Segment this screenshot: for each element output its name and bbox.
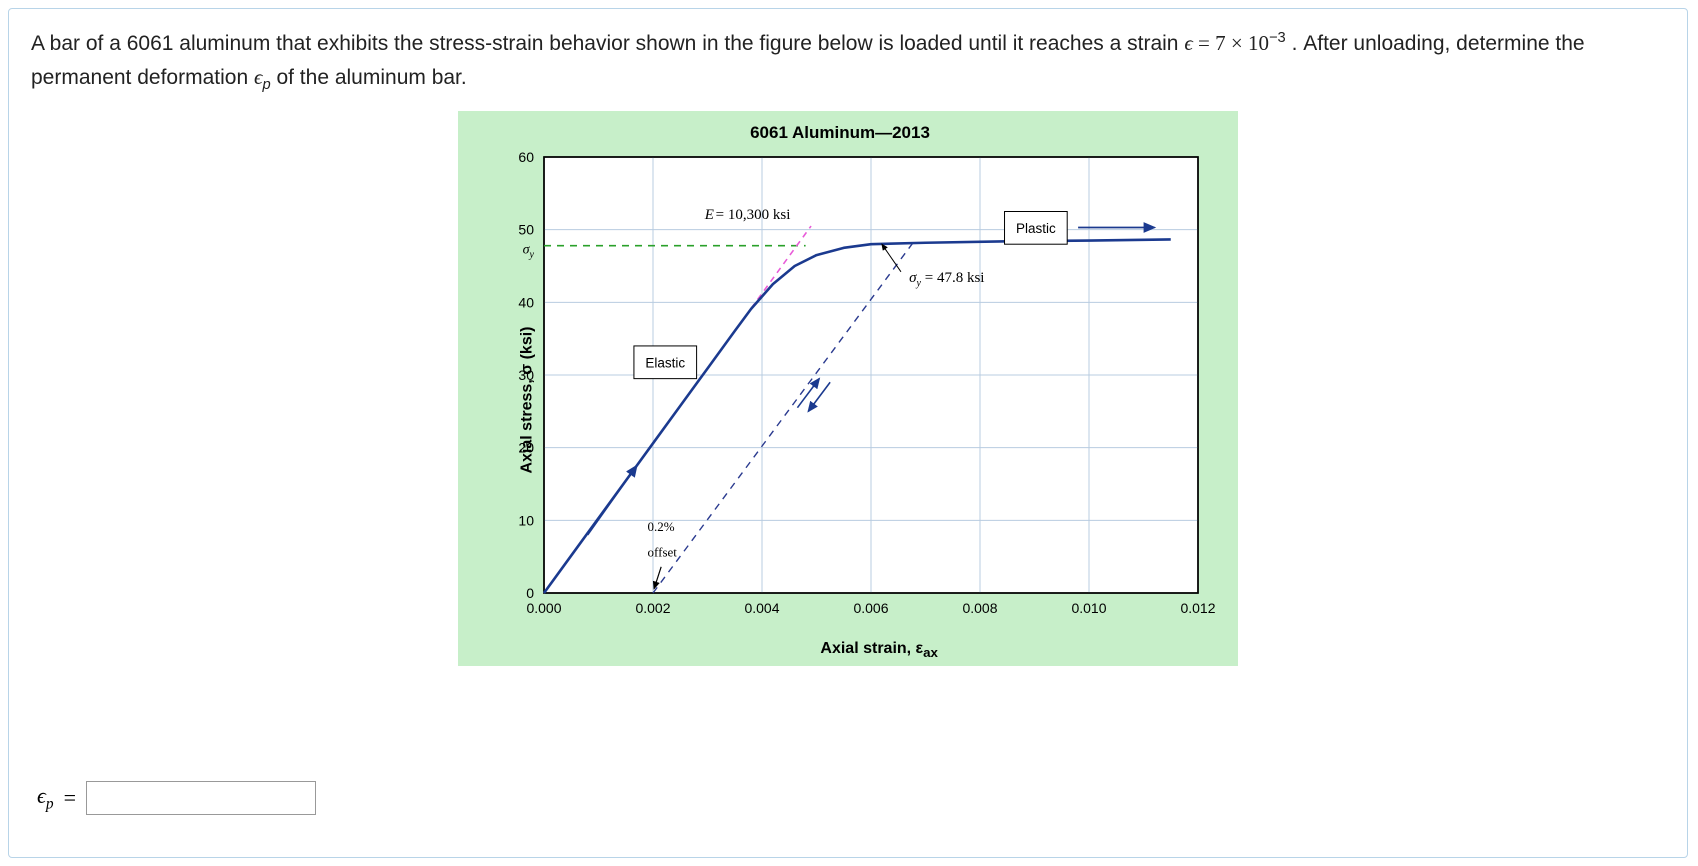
svg-text:Plastic: Plastic <box>1016 221 1056 236</box>
answer-eps-sym: ϵ <box>37 783 46 808</box>
answer-row: ϵp = <box>37 781 316 815</box>
chart-bg: 6061 Aluminum—2013 Axial stress, σ (ksi)… <box>458 111 1238 666</box>
svg-text:40: 40 <box>518 295 534 311</box>
svg-text:offset: offset <box>648 545 678 560</box>
q-7: 7 <box>1215 31 1226 55</box>
svg-text:0.2%: 0.2% <box>648 520 675 535</box>
chart-container: 6061 Aluminum—2013 Axial stress, σ (ksi)… <box>31 111 1665 666</box>
svg-text:0.000: 0.000 <box>526 600 561 616</box>
svg-text:50: 50 <box>518 222 534 238</box>
q-exp: −3 <box>1269 30 1286 46</box>
svg-text:0.006: 0.006 <box>853 600 888 616</box>
answer-eq: = <box>64 785 76 811</box>
q-text-3: of the aluminum bar. <box>276 66 466 89</box>
question-text: A bar of a 6061 aluminum that exhibits t… <box>31 27 1665 97</box>
answer-input[interactable] <box>86 781 316 815</box>
svg-text:0.012: 0.012 <box>1180 600 1215 616</box>
q-ten: 10 <box>1248 31 1269 55</box>
q-times: × <box>1226 31 1248 55</box>
answer-epsilon: ϵp <box>37 783 54 813</box>
svg-text:0.008: 0.008 <box>962 600 997 616</box>
x-axis-label-sub: ax <box>923 645 938 660</box>
svg-text:0: 0 <box>526 585 534 601</box>
svg-text:60: 60 <box>518 149 534 165</box>
svg-text:σy: σy <box>523 243 535 261</box>
svg-text:0.002: 0.002 <box>635 600 670 616</box>
x-axis-label: Axial strain, εax <box>820 640 938 660</box>
y-axis-label: Axial stress, σ (ksi) <box>519 326 537 473</box>
svg-text:10: 10 <box>518 513 534 529</box>
svg-text:0.004: 0.004 <box>744 600 779 616</box>
svg-text:E: E <box>704 207 714 223</box>
chart-title: 6061 Aluminum—2013 <box>466 123 1214 143</box>
svg-text:0.010: 0.010 <box>1071 600 1106 616</box>
answer-p-sub: p <box>46 795 54 812</box>
q-p-sub: p <box>262 77 270 93</box>
q-epsilon: ϵ <box>1184 31 1192 55</box>
svg-text:Elastic: Elastic <box>645 356 685 371</box>
question-card: A bar of a 6061 aluminum that exhibits t… <box>8 8 1688 858</box>
svg-text:= 10,300 ksi: = 10,300 ksi <box>716 207 791 223</box>
x-axis-label-text: Axial strain, ε <box>820 640 923 657</box>
q-eq: = <box>1193 31 1215 55</box>
q-text-1: A bar of a 6061 aluminum that exhibits t… <box>31 32 1184 55</box>
stress-strain-plot: 0.0000.0020.0040.0060.0080.0100.01201020… <box>466 149 1216 639</box>
